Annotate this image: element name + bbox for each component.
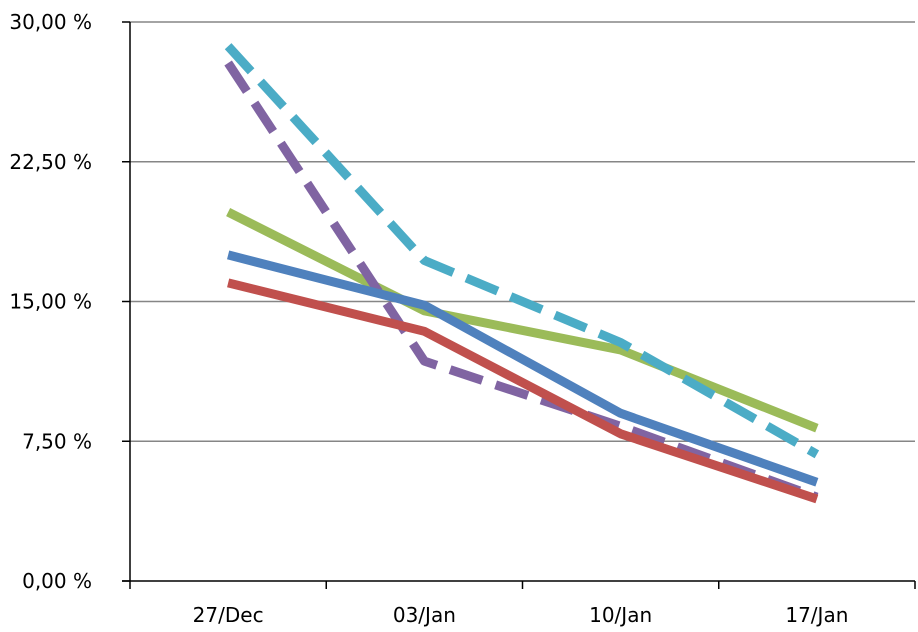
- series-line-4: [227, 250, 819, 487]
- y-tick-label: 22,50 %: [9, 150, 92, 174]
- y-tick-label: 15,00 %: [9, 290, 92, 314]
- series-lines: [224, 43, 820, 504]
- series-line-5: [227, 278, 819, 504]
- series-line-3: [224, 60, 819, 502]
- y-tick-label: 7,50 %: [22, 429, 92, 453]
- gridlines: [130, 21, 915, 442]
- x-tick-label: 03/Jan: [393, 603, 456, 627]
- y-tick-label: 30,00 %: [9, 10, 92, 34]
- series-line-1: [226, 208, 819, 433]
- series-line-2: [224, 43, 820, 459]
- x-tick-label: 10/Jan: [589, 603, 652, 627]
- x-tick-label: 27/Dec: [193, 603, 264, 627]
- tick-labels: 0,00 % 7,50 % 15,00 % 22,50 % 30,00 % 27/Dec 0…: [9, 10, 848, 627]
- axes: [122, 21, 916, 589]
- x-tick-label: 17/Jan: [785, 603, 848, 627]
- y-tick-label: 0,00 %: [22, 569, 92, 593]
